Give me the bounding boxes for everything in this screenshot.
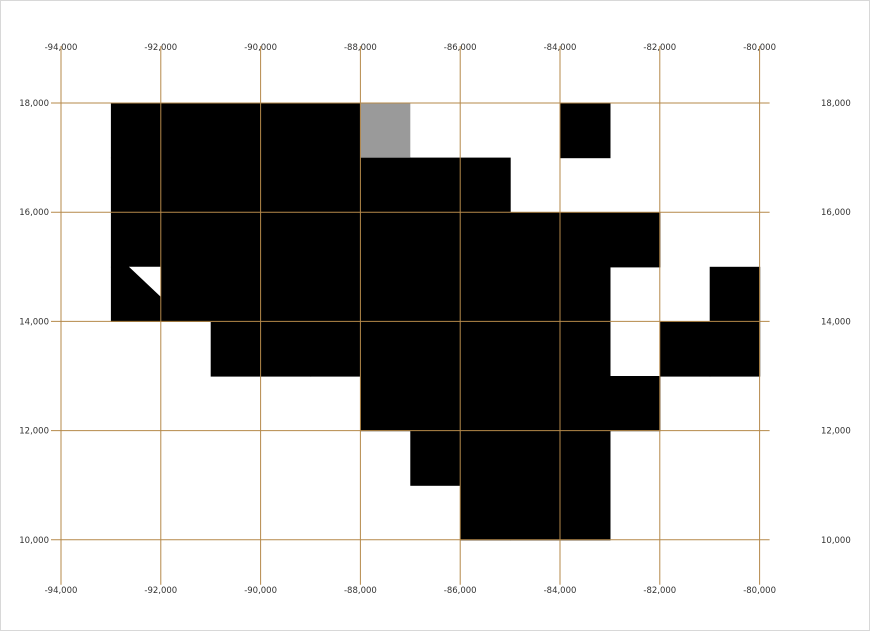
elevation-tile [260,103,312,159]
latitude-label: 16,000 [19,208,49,218]
elevation-tile [410,321,461,377]
latitude-label: 14,000 [821,317,851,327]
longitude-label: -88,000 [344,43,377,53]
longitude-label: -82,000 [643,43,676,53]
elevation-tile [210,212,262,268]
elevation-tile [210,266,262,322]
elevation-tile [709,321,761,377]
latitude-label: 12,000 [19,427,49,437]
elevation-tile [609,376,661,432]
elevation-tile [260,321,312,377]
elevation-tile [110,103,162,159]
elevation-tile [609,212,661,268]
longitude-label: -90,000 [244,586,277,596]
longitude-label: -80,000 [743,586,776,596]
graticule-labels: -94,000 -94,000 -92,000 -92,000 -90,000 -90,0… [19,43,851,596]
elevation-tile [410,266,461,322]
elevation-tile [560,485,611,541]
elevation-tile [310,157,361,213]
elevation-tile [460,157,511,213]
elevation-tile [310,103,361,159]
elevation-tile [360,157,411,213]
elevation-tile [460,485,511,541]
elevation-tile [160,157,212,213]
elevation-tile [460,212,511,268]
longitude-label: -88,000 [344,586,377,596]
elevation-tile [310,321,361,377]
longitude-label: -86,000 [444,586,477,596]
elevation-tile [460,376,511,432]
longitude-label: -94,000 [45,586,78,596]
latitude-label: 14,000 [19,317,49,327]
elevation-tile [560,266,611,322]
elevation-tile [510,212,561,268]
elevation-tile [260,157,312,213]
elevation-tile [510,430,561,486]
elevation-tile [360,212,411,268]
longitude-label: -86,000 [444,43,477,53]
latitude-label: 10,000 [19,536,49,546]
elevation-tile [360,376,411,432]
elevation-tile [560,321,611,377]
elevation-tile [410,376,461,432]
elevation-tile [210,103,262,159]
elevation-tiles [110,103,761,541]
elevation-tile [160,103,212,159]
elevation-tile [560,103,611,159]
elevation-tile [310,212,361,268]
grey-tile [360,103,411,158]
elevation-tile [709,266,761,322]
no-data-triangle [128,266,161,297]
elevation-tile [160,266,212,322]
elevation-tile [460,266,511,322]
elevation-tile [510,266,561,322]
longitude-label: -82,000 [643,586,676,596]
elevation-tile [510,321,561,377]
elevation-tile [210,157,262,213]
elevation-tile [110,212,162,268]
elevation-tile [360,321,411,377]
graticule [51,46,770,585]
elevation-tile [360,266,411,322]
elevation-tile [110,157,162,213]
latitude-label: 18,000 [19,99,49,109]
elevation-tile [410,430,461,486]
elevation-tile [410,157,461,213]
latitude-label: 16,000 [821,208,851,218]
longitude-label: -84,000 [544,43,577,53]
elevation-tile [510,376,561,432]
elevation-tile [310,266,361,322]
elevation-tile [510,485,561,541]
longitude-label: -94,000 [45,43,78,53]
elevation-tile [560,376,611,432]
elevation-tile [560,430,611,486]
latitude-label: 10,000 [821,536,851,546]
longitude-label: -84,000 [544,586,577,596]
elevation-tile [260,266,312,322]
latitude-label: 12,000 [821,427,851,437]
longitude-label: -80,000 [743,43,776,53]
elevation-tile [260,212,312,268]
elevation-tile [460,321,511,377]
elevation-tile [210,321,262,377]
latitude-label: 18,000 [821,99,851,109]
elevation-tile [160,212,212,268]
longitude-label: -90,000 [244,43,277,53]
longitude-label: -92,000 [144,586,177,596]
elevation-tile [410,212,461,268]
longitude-label: -92,000 [144,43,177,53]
elevation-tile [460,430,511,486]
elevation-tile [560,212,611,268]
elevation-tile [659,321,711,377]
